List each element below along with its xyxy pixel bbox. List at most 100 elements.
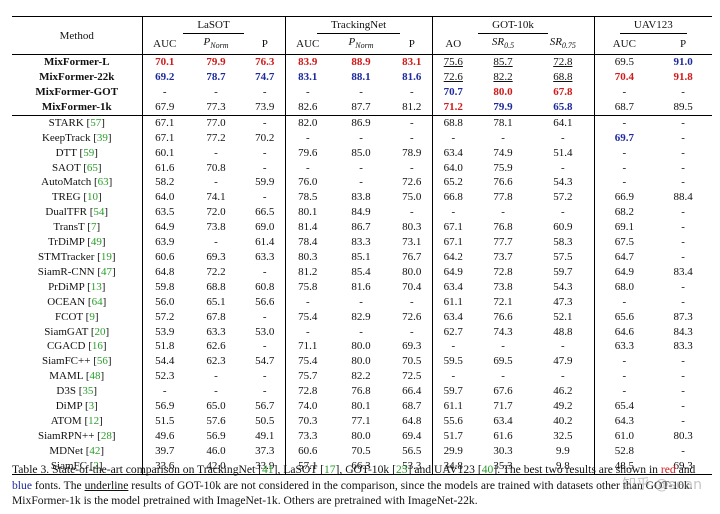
- method-citation[interactable]: 3: [88, 400, 95, 413]
- value-cell: 53.9: [142, 325, 187, 340]
- method-citation[interactable]: 56: [96, 355, 108, 368]
- method-name-cell: SiamFC [2]: [12, 458, 143, 475]
- value: 76.6: [493, 176, 513, 189]
- value: -: [560, 370, 565, 383]
- value-cell: -: [654, 399, 712, 414]
- value-cell: 40.2: [532, 413, 595, 429]
- method-citation[interactable]: 7: [90, 221, 97, 234]
- value-cell: 91.0: [654, 54, 713, 71]
- value: -: [501, 340, 505, 353]
- value-cell: 63.3: [245, 249, 286, 265]
- metric-header-subscript: Norm: [210, 41, 229, 51]
- value-cell: -: [594, 85, 654, 100]
- method-citation[interactable]: 10: [86, 191, 98, 204]
- value: 84.3: [673, 325, 693, 338]
- value: 84.9: [351, 206, 371, 219]
- method-citation[interactable]: 49: [90, 236, 102, 249]
- value-cell: 84.3: [654, 325, 712, 340]
- value-cell: 9.8: [532, 458, 595, 475]
- method-name-cell: TrDiMP [49]: [12, 235, 143, 250]
- value-cell: -: [594, 146, 654, 161]
- value: 60.6: [298, 444, 318, 457]
- value-cell: -: [187, 85, 245, 100]
- method-citation[interactable]: 35: [82, 385, 94, 398]
- value-cell: -: [392, 85, 433, 100]
- method-citation[interactable]: 54: [93, 206, 105, 219]
- method-citation[interactable]: 13: [90, 280, 102, 293]
- table-caption: Table 3. State-of-the-art comparison on …: [12, 462, 712, 509]
- value: 83.9: [298, 56, 318, 69]
- value: 72.2: [206, 265, 226, 278]
- value-cell: 53.3: [392, 458, 433, 475]
- table-row: TREG [10] 64.0 74.1 - 78.5 83.8 75.0 66.8 77.8 57…: [12, 190, 712, 206]
- value-cell: -: [532, 130, 595, 146]
- value-cell: -: [654, 235, 712, 250]
- value-cell: -: [330, 85, 392, 100]
- value-cell: 63.5: [142, 205, 187, 220]
- value: 64.7: [614, 250, 634, 263]
- method-citation[interactable]: 57: [90, 116, 102, 129]
- caption-citation[interactable]: 41: [262, 463, 274, 476]
- method-citation[interactable]: 59: [83, 146, 95, 159]
- method-name-cell: SiamGAT [20]: [12, 324, 143, 340]
- value: 42.0: [206, 459, 226, 472]
- method-name: MAML: [49, 370, 84, 383]
- value-cell: -: [654, 205, 712, 220]
- caption-citation[interactable]: 17: [323, 463, 336, 476]
- dataset-group-cell: UAV123: [594, 16, 713, 34]
- caption-text: ], GOT-10k [: [335, 463, 396, 476]
- value: 64.8: [155, 265, 175, 278]
- value: -: [262, 146, 267, 159]
- value-cell: -: [245, 384, 286, 400]
- caption-citation[interactable]: 23: [395, 463, 408, 476]
- value-cell: 55.6: [432, 414, 474, 429]
- method-citation[interactable]: 47: [101, 265, 113, 278]
- value: 29.9: [443, 444, 463, 457]
- value: 49.6: [155, 429, 175, 442]
- table-row: SiamR-CNN [47] 64.8 72.2 - 81.2 85.4 80.0 64.9 7…: [12, 264, 712, 280]
- method-citation[interactable]: 64: [91, 295, 103, 308]
- value: -: [262, 265, 267, 278]
- method-citation[interactable]: 12: [88, 414, 100, 427]
- method-citation[interactable]: 20: [94, 325, 106, 338]
- method-citation[interactable]: 9: [89, 310, 95, 323]
- value-cell: -: [285, 131, 330, 146]
- value: 72.8: [298, 385, 318, 398]
- value-cell: 54.3: [532, 279, 595, 295]
- method-citation[interactable]: 2: [93, 459, 99, 472]
- method-name-cell: TREG [10]: [12, 190, 143, 206]
- value: 77.3: [206, 100, 226, 113]
- value-cell: 69.2: [142, 70, 187, 85]
- method-citation[interactable]: 28: [100, 429, 112, 442]
- value: 79.9: [493, 100, 513, 113]
- method-name: TREG: [51, 191, 81, 204]
- value: 66.4: [402, 385, 422, 398]
- value: 76.7: [402, 250, 422, 263]
- method-citation[interactable]: 48: [89, 370, 101, 383]
- value: -: [305, 161, 310, 174]
- method-citation[interactable]: 65: [86, 161, 98, 174]
- value-cell: -: [392, 160, 433, 176]
- value: 64.9: [443, 265, 463, 278]
- value: 74.7: [255, 71, 275, 84]
- value: 57.1: [298, 459, 318, 472]
- value: -: [501, 206, 505, 219]
- value: 54.3: [553, 176, 573, 189]
- value: -: [359, 131, 363, 144]
- value-cell: 72.5: [392, 369, 433, 385]
- value: 78.1: [493, 116, 513, 129]
- metric-header-label: AUC: [153, 38, 177, 51]
- method-citation[interactable]: 42: [89, 444, 101, 457]
- value: 75.0: [402, 191, 422, 204]
- table-row: SiamFC [2] 33.6 42.0 33.9 57.1 66.3 53.3 34.8 35…: [12, 458, 713, 475]
- table-row: D3S [35] - - - 72.8 76.8 66.4 59.7 67.6 46.2 - -: [12, 384, 712, 400]
- method-citation[interactable]: 19: [100, 250, 112, 263]
- method-citation[interactable]: 39: [96, 131, 108, 144]
- method-citation[interactable]: 16: [91, 340, 103, 353]
- caption-text: ]. The best two results are shown in: [493, 463, 661, 476]
- value: -: [560, 161, 565, 174]
- value-cell: 32.5: [532, 428, 595, 444]
- method-citation[interactable]: 63: [97, 176, 109, 189]
- caption-citation[interactable]: 40: [481, 463, 494, 476]
- value-cell: 67.1: [432, 220, 474, 235]
